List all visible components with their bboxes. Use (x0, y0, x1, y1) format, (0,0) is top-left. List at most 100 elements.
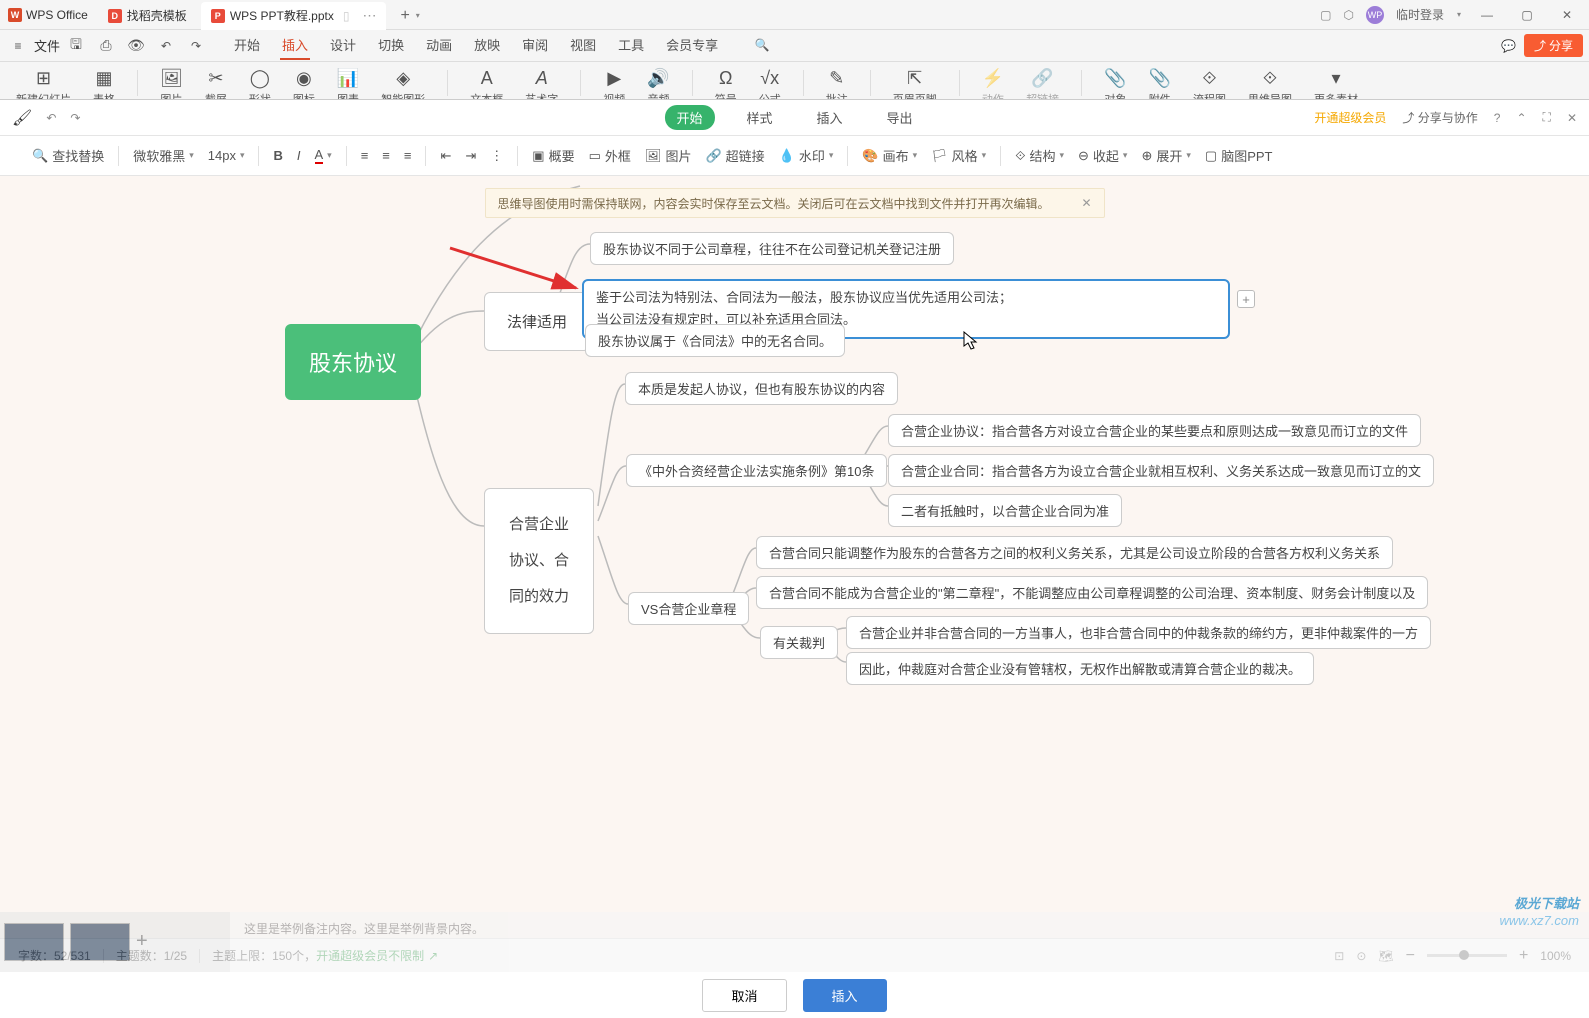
preview-icon[interactable]: 👁 (122, 32, 150, 60)
align-center-icon[interactable]: ≡ (382, 148, 390, 163)
help-icon[interactable]: ? (1494, 111, 1501, 125)
collapse-icon[interactable]: ⌃ (1516, 111, 1526, 125)
fmt-outline[interactable]: ▣ 概要 (532, 146, 574, 165)
size-select[interactable]: 14px▾ (208, 148, 245, 163)
menu-tab-view[interactable]: 视图 (568, 31, 598, 60)
align-left-icon[interactable]: ≡ (361, 148, 369, 163)
new-tab-button[interactable]: +▾ (390, 2, 429, 30)
login-label[interactable]: 临时登录 (1396, 6, 1444, 23)
node-jv-c3[interactable]: VS合营企业章程 (628, 592, 749, 625)
menu-tab-transition[interactable]: 切换 (376, 31, 406, 60)
subbar-tab-insert[interactable]: 插入 (805, 105, 855, 130)
node-law-c1[interactable]: 股东协议不同于公司章程，往往不在公司登记机关登记注册 (590, 232, 954, 265)
ribbon-textbox[interactable]: A文本框 (470, 68, 503, 100)
app-logo[interactable]: W WPS Office (0, 8, 96, 22)
ribbon-mindmap[interactable]: ⟐思维导图 (1248, 68, 1292, 100)
ribbon-image[interactable]: 🖼图片 (160, 68, 183, 100)
expand-icon[interactable]: ⛶ (1543, 110, 1551, 125)
cube-icon[interactable]: ⬡ (1343, 8, 1353, 22)
node-jv-c1[interactable]: 本质是发起人协议，但也有股东协议的内容 (625, 372, 898, 405)
file-menu[interactable]: 文件 (34, 36, 60, 55)
search-replace[interactable]: 🔍 查找替换 (32, 146, 104, 165)
ribbon-attachment[interactable]: 📎附件 (1149, 68, 1171, 100)
add-child-button[interactable]: + (1237, 290, 1255, 308)
fmt-mindppt[interactable]: ▢ 脑图PPT (1205, 146, 1273, 165)
menu-tab-vip[interactable]: 会员专享 (664, 31, 720, 60)
align-right-icon[interactable]: ≡ (404, 148, 412, 163)
bold-button[interactable]: B (273, 148, 282, 163)
subbar-tab-style[interactable]: 样式 (734, 105, 784, 130)
print-icon[interactable]: ⎙ (92, 32, 120, 60)
indent-icon[interactable]: ⇤ (440, 148, 451, 164)
tab-menu-icon[interactable]: ⋯ (362, 7, 376, 24)
slide-thumb[interactable] (70, 923, 130, 961)
redo-icon[interactable]: ↷ (182, 32, 210, 60)
fmt-watermark[interactable]: 💧 水印▾ (779, 146, 834, 165)
subbar-tab-start[interactable]: 开始 (664, 105, 714, 130)
hamburger-icon[interactable]: ≡ (4, 32, 32, 60)
undo-icon[interactable]: ↶ (46, 111, 56, 125)
ribbon-new-slide[interactable]: ⊞新建幻灯片 (16, 68, 71, 100)
menu-tab-design[interactable]: 设计 (328, 31, 358, 60)
node-law-c3[interactable]: 股东协议属于《合同法》中的无名合同。 (585, 324, 845, 357)
fmt-image[interactable]: 🖼 图片 (645, 146, 692, 165)
node-jv-c3-2[interactable]: 合营合同不能成为合营企业的"第二章程"，不能调整应由公司章程调整的公司治理、资本… (756, 576, 1428, 609)
fmt-border[interactable]: ▭ 外框 (589, 146, 631, 165)
maximize-button[interactable]: ▢ (1513, 1, 1541, 29)
notes-panel[interactable]: 这里是举例备注内容。这里是举例背景内容。 (230, 912, 1589, 972)
font-color-button[interactable]: A▾ (315, 147, 332, 164)
list-icon[interactable]: ⋮ (490, 148, 503, 164)
slide-thumb[interactable] (4, 923, 64, 961)
ribbon-shape[interactable]: ◯形状 (249, 68, 271, 100)
cancel-button[interactable]: 取消 (702, 979, 786, 1012)
notice-close-icon[interactable]: ✕ (1081, 196, 1091, 210)
outdent-icon[interactable]: ⇥ (465, 148, 476, 164)
insert-button[interactable]: 插入 (803, 979, 887, 1012)
ribbon-video[interactable]: ▶视频 (603, 68, 625, 100)
add-slide-button[interactable]: + (136, 930, 160, 954)
fmt-structure[interactable]: ⟐ 结构▾ (1015, 146, 1064, 165)
node-jv-c4-2[interactable]: 因此，仲裁庭对合营企业没有管辖权，无权作出解散或清算合营企业的裁决。 (846, 652, 1314, 685)
menu-tab-tools[interactable]: 工具 (616, 31, 646, 60)
italic-button[interactable]: I (297, 148, 301, 163)
fmt-link[interactable]: 🔗 超链接 (705, 146, 764, 165)
menu-tab-insert[interactable]: 插入 (280, 31, 310, 60)
ribbon-flowchart[interactable]: ⟐流程图 (1193, 68, 1226, 100)
layout-icon[interactable]: ▢ (1320, 8, 1331, 22)
tab-templates[interactable]: D 找稻壳模板 (98, 2, 197, 30)
fmt-canvas[interactable]: 🎨 画布▾ (862, 146, 917, 165)
ribbon-audio[interactable]: 🔊音频 (647, 68, 669, 100)
menu-tab-start[interactable]: 开始 (232, 31, 262, 60)
node-law[interactable]: 法律适用 (484, 292, 590, 351)
ribbon-equation[interactable]: √x公式 (759, 68, 781, 100)
chat-icon[interactable]: 💬 (1501, 39, 1516, 53)
root-node[interactable]: 股东协议 (285, 324, 421, 400)
node-jv-c2-2[interactable]: 合营企业合同：指合营各方为设立合营企业就相互权利、义务关系达成一致意见而订立的文 (888, 454, 1434, 487)
ribbon-icon[interactable]: ◉图标 (293, 68, 315, 100)
share-collab[interactable]: ⤴ 分享与协作 (1402, 109, 1477, 126)
node-jv-c2[interactable]: 《中外合资经营企业法实施条例》第10条 (626, 454, 887, 487)
search-icon[interactable]: 🔍 (748, 31, 776, 59)
node-jv-c2-3[interactable]: 二者有抵触时，以合营企业合同为准 (888, 494, 1122, 527)
menu-tab-animation[interactable]: 动画 (424, 31, 454, 60)
node-jv[interactable]: 合营企业协议、合同的效力 (484, 488, 594, 634)
ribbon-symbol[interactable]: Ω符号 (715, 68, 737, 100)
close-panel-icon[interactable]: ✕ (1567, 111, 1577, 125)
fmt-style[interactable]: 🏳 风格▾ (931, 146, 986, 165)
ribbon-comment[interactable]: ✎批注 (826, 68, 848, 100)
ribbon-screenshot[interactable]: ✂截屏 (205, 68, 227, 100)
node-jv-c2-1[interactable]: 合营企业协议：指合营各方对设立合营企业的某些要点和原则达成一致意见而订立的文件 (888, 414, 1421, 447)
vip-link[interactable]: 开通超级会员 (1314, 109, 1386, 126)
node-jv-c4-1[interactable]: 合营企业并非合营合同的一方当事人，也非合营合同中的仲裁条款的缔约方，更非仲裁案件… (846, 616, 1431, 649)
fmt-collapse[interactable]: ⊖ 收起▾ (1078, 146, 1127, 165)
tab-document[interactable]: P WPS PPT教程.pptx ▯ ⋯ (201, 2, 387, 30)
node-jv-c3-1[interactable]: 合营合同只能调整作为股东的合营各方之间的权利义务关系，尤其是公司设立阶段的合营各… (756, 536, 1393, 569)
ribbon-object[interactable]: 📎对象 (1104, 68, 1126, 100)
undo-icon[interactable]: ↶ (152, 32, 180, 60)
ribbon-table[interactable]: ▦表格 (93, 68, 115, 100)
save-icon[interactable]: 🖫 (62, 32, 90, 60)
paint-icon[interactable]: 🖌 (12, 108, 32, 128)
ribbon-smartart[interactable]: ◈智能图形 (381, 68, 425, 100)
fmt-expand[interactable]: ⊕ 展开▾ (1141, 146, 1190, 165)
node-jv-c4[interactable]: 有关裁判 (760, 626, 838, 659)
